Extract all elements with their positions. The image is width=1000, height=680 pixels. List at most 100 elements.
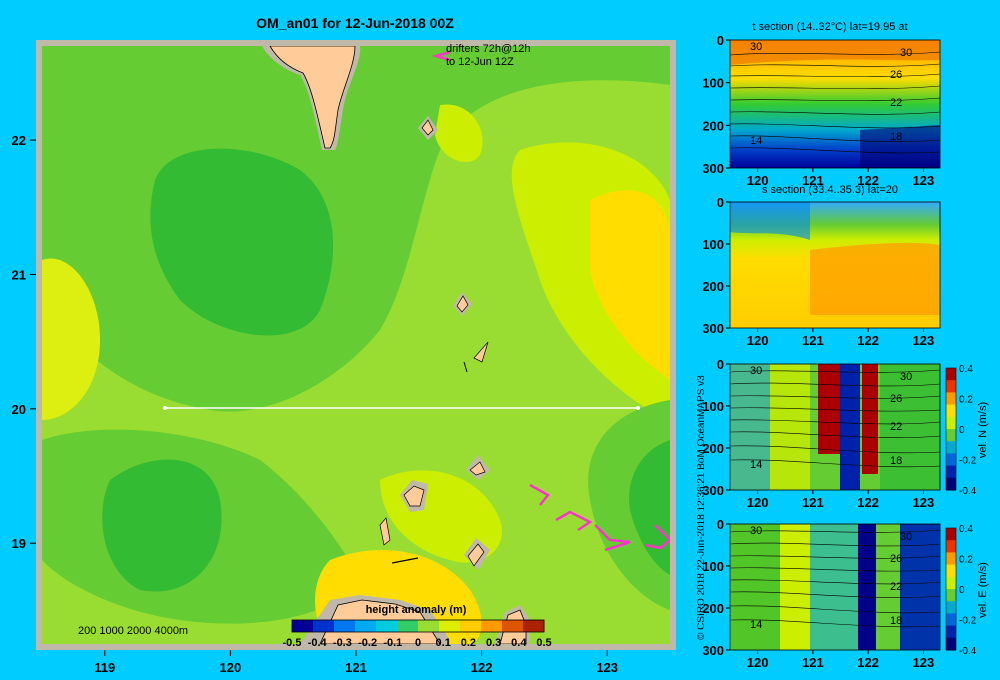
section-y-tick-label: 300 <box>702 321 724 336</box>
reef-line <box>391 557 419 564</box>
vel-n-colorbar-label: vel. N (m/s) <box>977 402 989 458</box>
drifter-tracks <box>529 483 670 552</box>
colorbar-tick-label: -0.5 <box>283 637 302 649</box>
contour-label: 18 <box>890 131 902 143</box>
contour-label: 30 <box>900 47 912 59</box>
colorbar-tick-label: -0.4 <box>308 637 328 649</box>
section-y-tick-label: 100 <box>702 76 724 91</box>
island <box>456 295 469 313</box>
colorbar-swatch <box>502 620 524 632</box>
vel-n-patch <box>840 364 860 490</box>
anomaly-contour-dark-green-southwest <box>102 459 222 592</box>
section-y-tick-label: 200 <box>702 601 724 616</box>
island <box>379 517 391 546</box>
section-x-tick-label: 121 <box>802 655 824 670</box>
map-x-tick-label: 119 <box>94 660 115 675</box>
contour-label: 14 <box>750 459 762 471</box>
s-section-frame <box>729 201 941 329</box>
vel-e-section-frame <box>729 523 941 651</box>
colorbar-tick-label: 0.2 <box>461 637 476 649</box>
vel-n-section-frame <box>729 363 941 491</box>
velocity-colorbar-swatch <box>946 576 956 590</box>
velocity-colorbar-tick-label: -0.4 <box>959 486 977 497</box>
map-y-ticks: 22 21 20 19 <box>12 133 36 551</box>
section-y-tick-label: 0 <box>717 195 724 210</box>
vel-n-section-panel: 0.4 0.2 0 -0.2 -0.4 vel. N (m/s) <box>729 363 989 497</box>
anomaly-contour-dark-green-east <box>629 440 670 575</box>
velocity-colorbar-swatch <box>946 564 956 578</box>
map-x-tick-label: 123 <box>596 660 618 675</box>
drifter-track <box>594 524 631 552</box>
velocity-colorbar-tick-label: 0.2 <box>959 555 973 566</box>
velocity-colorbar-swatch <box>946 625 956 639</box>
t-section-title: t section (14..32°C) lat=19.95 at <box>752 21 907 33</box>
contour-label: 22 <box>890 97 902 109</box>
section-x-tick-label: 120 <box>747 655 769 670</box>
map-title: OM_an01 for 12-Jun-2018 00Z <box>256 15 454 31</box>
section-x-tick-label: 122 <box>857 655 879 670</box>
velocity-colorbar-tick-label: 0 <box>959 425 965 436</box>
island <box>403 485 425 507</box>
map-y-tick-label: 20 <box>12 402 26 417</box>
velocity-colorbar-tick-label: 0.4 <box>959 524 973 535</box>
vel-e-patch <box>876 524 900 650</box>
contour-label: 30 <box>900 531 912 543</box>
section-y-tick-label: 100 <box>702 399 724 414</box>
drifter-track <box>529 483 550 506</box>
colorbar-swatch <box>313 620 335 632</box>
section-y-tick-label: 0 <box>717 517 724 532</box>
t-section-isotherms <box>729 51 941 154</box>
section-x-tick-label: 123 <box>913 655 935 670</box>
colorbar-swatch <box>397 620 419 632</box>
velocity-colorbar-tick-label: -0.4 <box>959 646 977 657</box>
map-x-tick-label: 122 <box>471 660 493 675</box>
velocity-colorbar-swatch <box>946 392 956 406</box>
velocity-colorbar-swatch <box>946 429 956 442</box>
map-y-tick-label: 22 <box>12 133 26 148</box>
drifter-track <box>555 510 593 532</box>
colorbar-swatch <box>376 620 398 632</box>
vel-n-patch <box>770 364 810 490</box>
island <box>469 461 486 476</box>
colorbar-tick-label: 0.3 <box>486 637 501 649</box>
colorbar-swatch <box>292 620 314 632</box>
vel-e-isotherms <box>729 529 941 628</box>
map-x-ticks: 119 120 121 122 123 <box>94 650 618 675</box>
contour-label: 30 <box>750 525 762 537</box>
velocity-colorbar-swatch <box>946 416 956 430</box>
colorbar-swatch <box>523 620 545 632</box>
s-section-title: s section (33.4..35.3) lat=20 <box>762 184 898 196</box>
vel-e-colorbar-label: vel. E (m/s) <box>977 562 989 618</box>
velocity-colorbar-swatch <box>946 552 956 566</box>
anomaly-contour-mid-green <box>42 46 670 412</box>
section-y-tick-label: 300 <box>702 483 724 498</box>
s-section-fresh-layer <box>730 202 810 240</box>
map-x-tick-label: 120 <box>220 660 242 675</box>
section-x-tick-label: 121 <box>802 333 824 348</box>
velocity-colorbar-swatch <box>946 380 956 393</box>
colorbar-tick-label: -0.1 <box>383 637 402 649</box>
reef-line <box>463 361 468 373</box>
taiwan-land <box>269 46 356 149</box>
depth-scale-label: 200 1000 2000 4000m <box>78 625 188 637</box>
velocity-colorbar-tick-label: 0.2 <box>959 395 973 406</box>
island <box>467 543 485 567</box>
vel-n-colorbar: 0.4 0.2 0 -0.2 -0.4 <box>945 364 977 497</box>
vel-n-patch <box>730 364 770 490</box>
island <box>421 119 434 136</box>
velocity-colorbar-tick-label: 0 <box>959 585 965 596</box>
vel-n-isotherms <box>729 369 941 468</box>
map-y-tick-label: 21 <box>12 267 26 282</box>
colorbar-swatch <box>355 620 377 632</box>
velocity-colorbar-swatch <box>946 477 956 491</box>
colorbar-tick-label: 0.1 <box>436 637 451 649</box>
anomaly-contour-dark-green-west <box>150 148 334 336</box>
section-x-tick-label: 122 <box>857 333 879 348</box>
s-section-salty-core <box>810 242 940 315</box>
colorbar-tick-label: -0.3 <box>333 637 352 649</box>
t-section-warm-layer <box>730 40 940 65</box>
velocity-colorbar-swatch <box>946 404 956 418</box>
section-y-tick-label: 0 <box>717 33 724 48</box>
velocity-colorbar-frame <box>945 527 957 651</box>
